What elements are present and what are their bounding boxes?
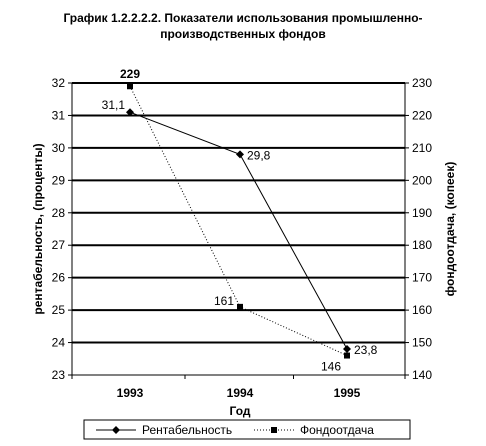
data-label-rentabelnost: 23,8 — [354, 343, 378, 357]
y-left-tick-label: 25 — [52, 303, 66, 317]
y-right-tick-label: 210 — [412, 141, 432, 155]
y-left-tick-label: 26 — [52, 271, 66, 285]
series: 31,1 29,8 23,8 229 161 146 — [102, 67, 378, 373]
legend-marker-square — [271, 427, 277, 433]
data-point-fondootdacha — [127, 83, 133, 90]
y-right-tick-label: 180 — [412, 238, 432, 252]
y-left-tick-label: 28 — [52, 206, 66, 220]
y-left-tick-label: 29 — [52, 173, 66, 187]
y-right-tick-label: 190 — [412, 206, 432, 220]
data-label-rentabelnost: 29,8 — [247, 148, 271, 162]
data-label-fondootdacha: 146 — [321, 360, 341, 374]
data-point-rentabelnost — [126, 108, 134, 117]
y-right-tick-label: 140 — [412, 368, 432, 382]
legend-label-fondootdacha: Фондоотдача — [300, 423, 374, 437]
axes: 23 24 25 26 27 28 29 30 31 32 140 150 160 170 180 190 20… — [52, 76, 433, 400]
y-right-tick-label: 150 — [412, 336, 432, 350]
data-label-fondootdacha: 229 — [120, 67, 140, 81]
data-point-fondootdacha — [344, 352, 350, 359]
x-tick-label: 1995 — [334, 386, 361, 400]
y-right-tick-label: 200 — [412, 173, 432, 187]
y-right-tick-label: 160 — [412, 303, 432, 317]
y-left-tick-label: 24 — [52, 336, 66, 350]
legend: Рентабельность Фондоотдача — [83, 419, 411, 440]
y-left-tick-label: 31 — [52, 108, 66, 122]
y-left-tick-label: 27 — [52, 238, 66, 252]
data-label-rentabelnost: 31,1 — [102, 98, 126, 112]
y-right-tick-label: 220 — [412, 108, 432, 122]
chart-title-line2: производственных фондов — [160, 27, 326, 41]
legend-box — [83, 419, 411, 440]
x-axis-title: Год — [230, 404, 251, 418]
y-left-tick-label: 32 — [52, 76, 66, 90]
y-left-tick-label: 30 — [52, 141, 66, 155]
y-left-axis-title: рентабельность, (проценты) — [31, 143, 45, 314]
y-right-axis-title: фондоотдача, (копеек) — [443, 162, 457, 297]
data-point-fondootdacha — [237, 303, 243, 310]
legend-label-rentabelnost: Рентабельность — [142, 423, 232, 437]
gridlines — [72, 82, 405, 344]
chart-title-line1: График 1.2.2.2.2. Показатели использован… — [63, 11, 422, 25]
x-tick-label: 1993 — [117, 386, 144, 400]
series-line-fondootdacha — [129, 86, 348, 356]
data-point-rentabelnost — [343, 345, 351, 354]
legend-marker-diamond — [112, 426, 120, 434]
x-tick-label: 1994 — [227, 386, 254, 400]
data-label-fondootdacha: 161 — [214, 294, 234, 308]
y-right-tick-label: 230 — [412, 76, 432, 90]
data-point-rentabelnost — [236, 150, 244, 159]
y-right-tick-label: 170 — [412, 271, 432, 285]
y-left-tick-label: 23 — [52, 368, 66, 382]
